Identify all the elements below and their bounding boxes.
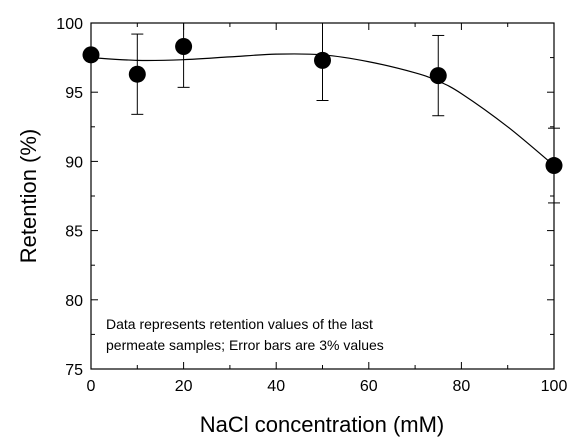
y-tick-label: 85 <box>65 224 83 241</box>
x-tick-label: 40 <box>267 378 285 395</box>
y-tick-labels: 75 80 85 90 95 100 <box>56 16 83 379</box>
data-point <box>175 38 193 56</box>
y-tick-label: 80 <box>65 293 83 310</box>
x-tick-label: 20 <box>175 378 193 395</box>
y-tick-label: 95 <box>65 85 83 102</box>
data-point <box>314 51 331 69</box>
data-point <box>82 46 100 64</box>
x-tick-label: 60 <box>360 378 378 395</box>
x-tick-labels: 0 20 40 60 80 100 <box>87 378 568 395</box>
y-axis-title: Retention (%) <box>16 129 41 264</box>
data-point <box>545 157 563 175</box>
data-points <box>82 38 563 175</box>
annotation-line-2: permeate samples; Error bars are 3% valu… <box>106 337 384 353</box>
x-tick-label: 80 <box>453 378 471 395</box>
x-axis-title: NaCl concentration (mM) <box>200 412 445 437</box>
annotation-line-1: Data represents retention values of the … <box>106 316 373 332</box>
y-tick-label: 75 <box>65 362 83 379</box>
y-tick-label: 100 <box>56 16 83 33</box>
fit-curve <box>90 53 555 167</box>
error-bars <box>131 23 560 204</box>
x-tick-label: 0 <box>87 378 96 395</box>
data-point <box>429 67 447 85</box>
data-point <box>128 65 146 83</box>
y-tick-label: 90 <box>65 154 83 171</box>
x-tick-label: 100 <box>541 378 568 395</box>
